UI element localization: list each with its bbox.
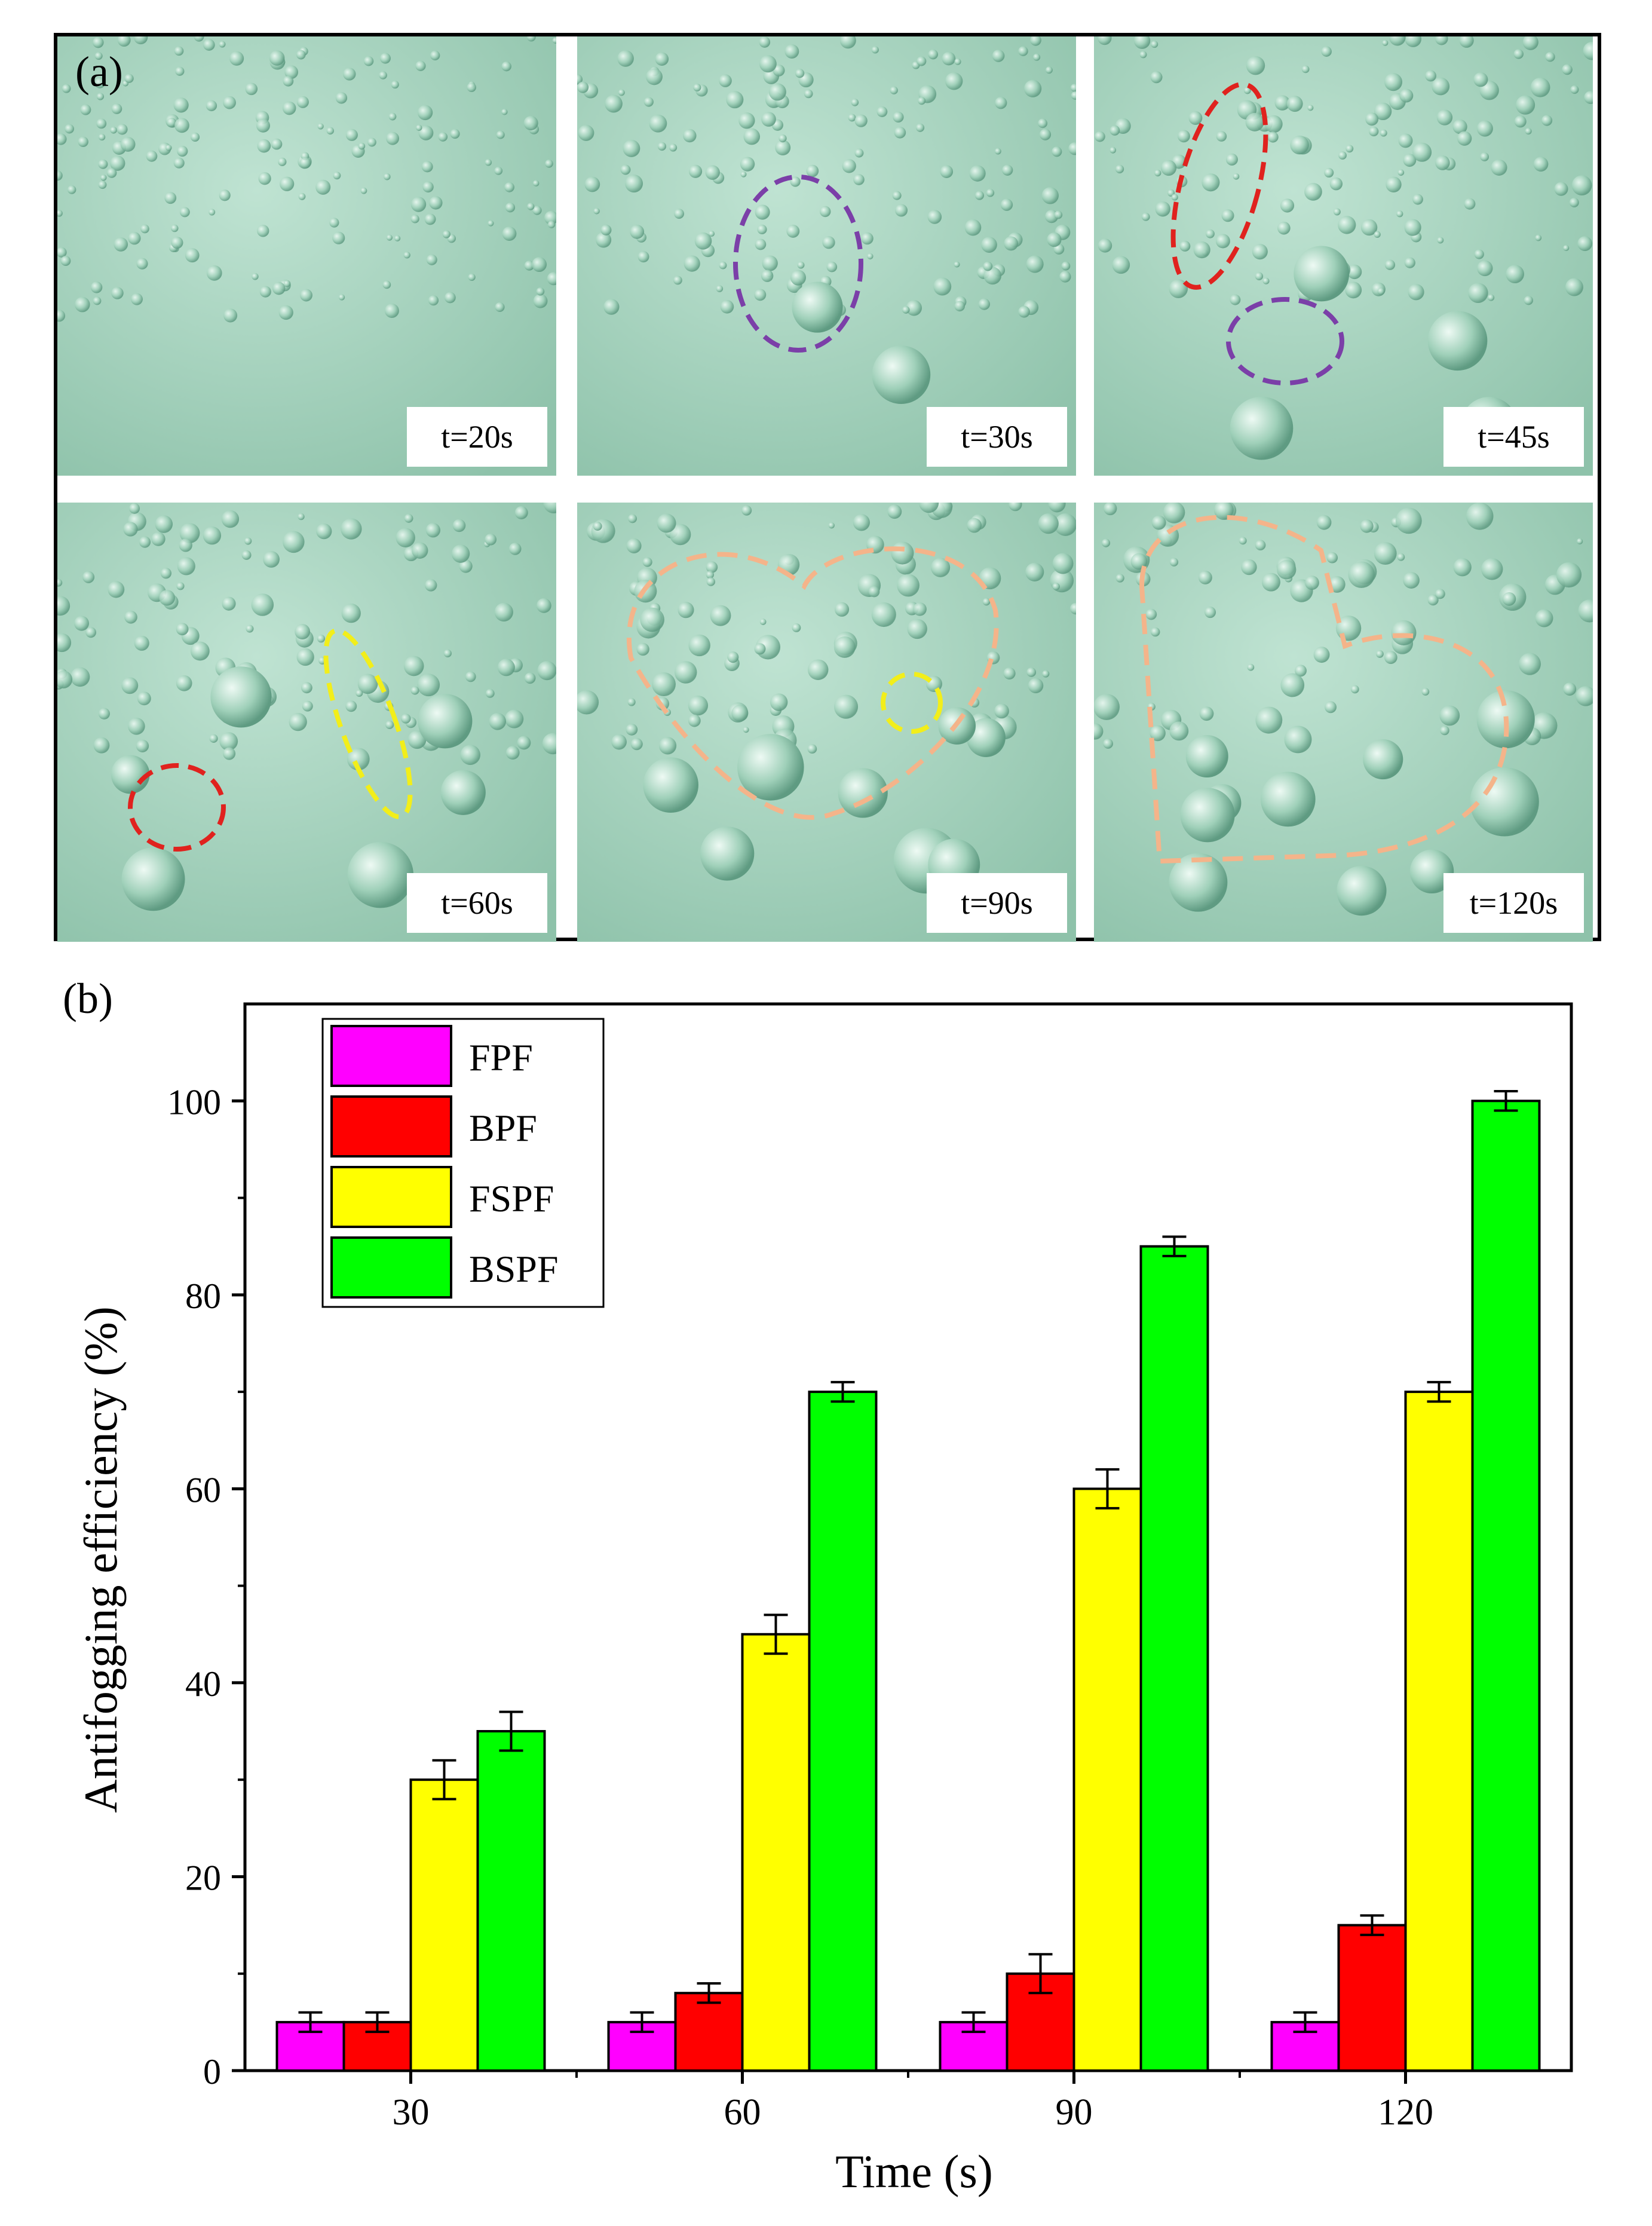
time-label: t=90s [927,873,1067,933]
y-tick-label: 40 [185,1664,221,1704]
y-tick-label: 80 [185,1276,221,1316]
y-axis-title: Antifogging efficiency (%) [75,1306,127,1813]
panel-b-chart: (b) 0 20 40 60 80 100 30 60 90 120 Antifogging ef… [0,956,1652,2223]
highlight-ring [733,174,863,353]
x-tick-label: 60 [724,2092,761,2133]
bar-fspf [741,1633,811,2072]
highlight-ring [323,628,413,819]
highlight-ring [626,546,999,820]
bar-fspf [1072,1487,1142,2072]
legend-swatch [330,1095,452,1158]
droplet-photo [1094,36,1593,476]
legend-label: BSPF [469,1248,558,1290]
bar-bpf [1337,1924,1407,2072]
time-label: t=45s [1443,407,1584,467]
x-tick-label: 90 [1056,2092,1093,2133]
panel-a-photo-grid: t=20s t=30s t=45s t=60s t=90s t=120s (a) [54,33,1601,942]
legend: FPF BPF FSPF BSPF [321,1018,605,1308]
photo-frame: t=120s [1094,503,1593,942]
droplet-photo [577,36,1076,476]
y-tick-label: 100 [167,1082,221,1122]
y-tick-label: 0 [203,2052,221,2092]
droplet-photo [57,36,556,476]
x-tick-label: 30 [393,2092,430,2133]
droplet-photo [1094,503,1593,942]
time-label: t=60s [407,873,547,933]
highlight-ring [1170,82,1268,290]
legend-swatch [330,1166,452,1228]
photo-frame: t=90s [577,503,1076,942]
y-tick-label: 20 [185,1858,221,1897]
photo-frame: t=60s [57,503,556,942]
highlight-ring [1139,515,1509,864]
highlight-ring [1226,297,1344,385]
bar-bspf [1139,1245,1209,2072]
photo-frame: t=45s [1094,36,1593,476]
legend-label: FPF [469,1036,533,1079]
bar-bspf [808,1391,878,2072]
bar-fspf [409,1778,479,2072]
droplet-photo [577,503,1076,942]
panel-a-label: (a) [75,48,123,96]
legend-swatch [330,1236,452,1299]
y-tick-label: 60 [185,1470,221,1509]
highlight-ring [881,672,943,734]
droplet-photo [57,503,556,942]
bar-bspf [476,1730,546,2072]
photo-frame: t=20s [57,36,556,476]
x-tick-label: 120 [1378,2092,1433,2133]
legend-label: FSPF [469,1177,554,1220]
highlight-ring [128,763,226,852]
x-axis-title: Time (s) [835,2145,993,2197]
time-label: t=20s [407,407,547,467]
time-label: t=30s [927,407,1067,467]
legend-label: BPF [469,1107,537,1149]
time-label: t=120s [1443,873,1584,933]
bar-chart: (b) 0 20 40 60 80 100 30 60 90 120 Antifogging ef… [63,975,1573,2197]
legend-swatch [330,1025,452,1087]
bar-bpf [674,1992,744,2072]
bar-bspf [1471,1100,1541,2072]
photo-frame: t=30s [577,36,1076,476]
panel-b-label: (b) [63,975,113,1022]
bar-fspf [1404,1391,1474,2072]
